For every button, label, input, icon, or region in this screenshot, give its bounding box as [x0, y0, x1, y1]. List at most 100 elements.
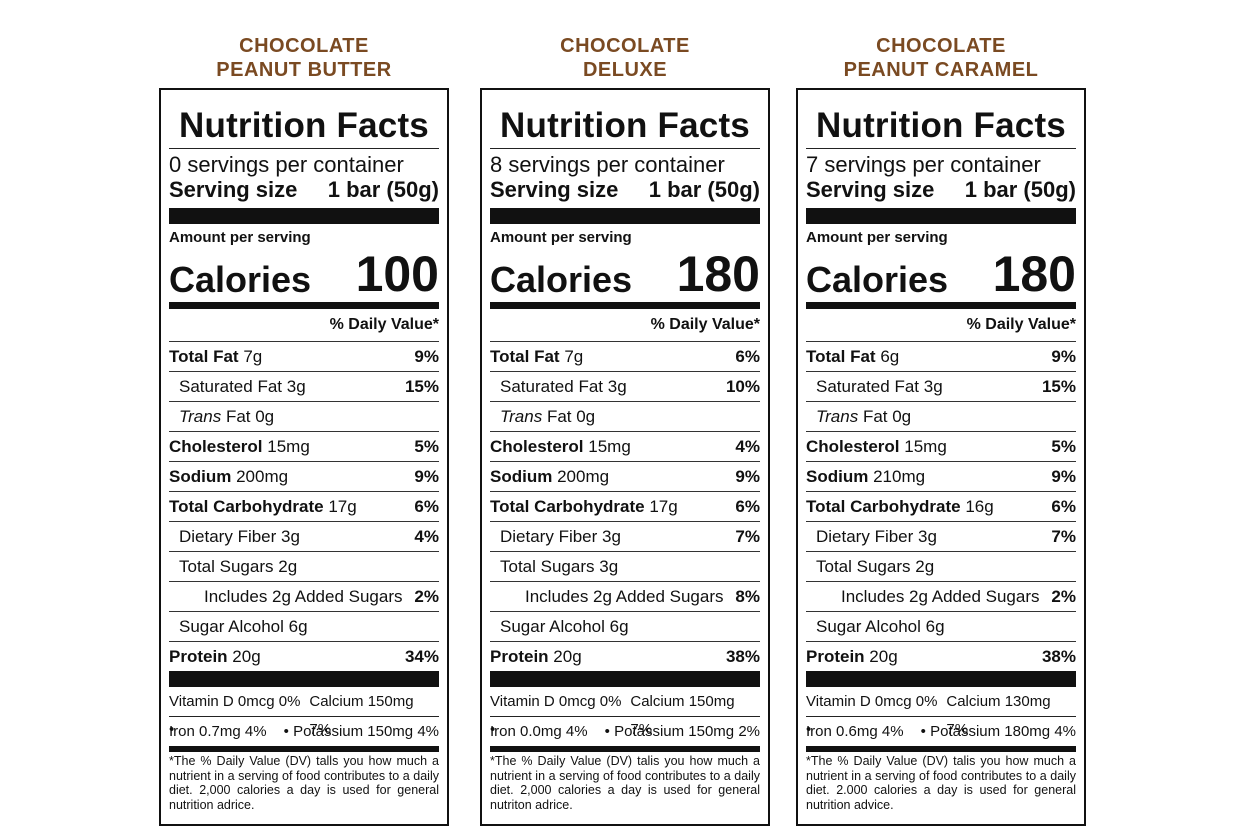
nutrient-label: Trans Fat 0g [500, 402, 595, 431]
nutrient-amount: 6g [609, 617, 629, 636]
vitamin-right: Calcium 150mg 7% [309, 693, 414, 738]
nutrient-row: Sodium 200mg 9% [490, 461, 760, 491]
nutrient-row: Dietary Fiber 3g 7% [490, 521, 760, 551]
nutrient-row: Protein 20g 38% [806, 641, 1076, 671]
nutrient-name: Total Sugars [179, 557, 274, 576]
nutrient-name: Total Fat [169, 347, 239, 366]
thick-divider [490, 671, 760, 687]
nutrient-row: Saturated Fat 3g 15% [169, 371, 439, 401]
nutrient-name: Includes 2g Added Sugars [204, 587, 403, 606]
footnote: *The % Daily Value (DV) talls you how mu… [169, 754, 439, 812]
nutrient-percent: 4% [735, 437, 760, 456]
vitamin-right: • Potassium 180mg 4% [920, 723, 1076, 740]
nutrient-percent: 6% [735, 497, 760, 516]
nutrient-label: Total Sugars 3g [500, 552, 618, 581]
nutrient-percent: 9% [1051, 347, 1076, 366]
daily-value-header: % Daily Value* [329, 316, 439, 333]
serving-size-row: Serving size 1 bar (50g) [169, 176, 439, 204]
nutrient-name: Dietary Fiber [179, 527, 277, 546]
nutrient-name: Sodium [806, 467, 869, 486]
label-title: Nutrition Facts [816, 106, 1066, 145]
nutrient-label: Protein 20g [169, 642, 261, 671]
nutrient-amount: 15mg [904, 437, 947, 456]
nutrient-amount: 3g [286, 377, 306, 396]
nutrient-row: Saturated Fat 3g 10% [490, 371, 760, 401]
calories-row: Calories 100 [169, 248, 439, 300]
calories-label: Calories [490, 259, 633, 300]
amount-per-serving: Amount per serving [806, 229, 948, 246]
nutrient-row: Total Sugars 3g [490, 551, 760, 581]
nutrient-label: Saturated Fat 3g [500, 372, 627, 401]
vitamin-left: Iron 0.7mg 4% [169, 723, 267, 740]
vitamin-row: Iron 0.7mg 4% • Potassium 150mg 4% [169, 718, 439, 746]
vitamin-row: Iron 0.6mg 4% • Potassium 180mg 4% [806, 718, 1076, 746]
vitamin-right: • Potassium 150mg 2% [604, 723, 760, 740]
nutrient-name: Sodium [490, 467, 553, 486]
vitamin-left: Iron 0.6mg 4% [806, 723, 904, 740]
nutrient-percent: 5% [414, 437, 439, 456]
thick-divider [490, 208, 760, 224]
vitamin-right: • Potassium 150mg 4% [283, 723, 439, 740]
nutrient-name: Total Fat [490, 347, 560, 366]
nutrient-label: Sodium 200mg [169, 462, 288, 491]
nutrient-label: Total Fat 7g [490, 342, 583, 371]
nutrient-label: Dietary Fiber 3g [500, 522, 621, 551]
medium-divider [490, 746, 760, 752]
serving-size-label: Serving size [490, 177, 619, 202]
nutrient-amount: 3g [607, 377, 627, 396]
footnote: *The % Daily Value (DV) talis you how mu… [806, 754, 1076, 812]
daily-value-header: % Daily Value* [650, 316, 760, 333]
calories-row: Calories 180 [490, 248, 760, 300]
nutrient-label: Total Fat 6g [806, 342, 899, 371]
nutrient-percent: 9% [735, 467, 760, 486]
nutrient-label: Total Fat 7g [169, 342, 262, 371]
nutrient-amount: 3g [923, 377, 943, 396]
nutrient-label: Sodium 200mg [490, 462, 609, 491]
nutrient-name: Protein [490, 647, 549, 666]
nutrient-label: Total Carbohydrate 16g [806, 492, 994, 521]
nutrient-amount: 3g [602, 527, 621, 546]
nutrient-percent: 6% [414, 497, 439, 516]
nutrient-label: Sugar Alcohol 6g [500, 612, 629, 641]
nutrient-percent: 9% [414, 347, 439, 366]
nutrient-amount: 6g [288, 617, 308, 636]
nutrient-row: Total Carbohydrate 17g 6% [169, 491, 439, 521]
vitamin-row: Vitamin D 0mcg 0% • Calcium 150mg 7% [169, 688, 439, 738]
nutrient-row: Cholesterol 15mg 5% [169, 431, 439, 461]
serving-size-label: Serving size [169, 177, 298, 202]
nutrient-row: Sugar Alcohol 6g [806, 611, 1076, 641]
nutrient-name: Trans [816, 407, 859, 426]
medium-divider [806, 746, 1076, 752]
nutrient-amount: 17g [328, 497, 357, 516]
nutrient-amount: 16g [965, 497, 994, 516]
nutrient-row: Total Fat 6g 9% [806, 341, 1076, 371]
nutrient-name: Total Fat [806, 347, 876, 366]
nutrient-row: Includes 2g Added Sugars 2% [169, 581, 439, 611]
nutrient-name: Includes 2g Added Sugars [525, 587, 724, 606]
vitamin-row: Vitamin D 0mcg 0% • Calcium 150mg 7% [490, 688, 760, 738]
nutrient-name: Total Sugars [500, 557, 595, 576]
nutrition-label: Nutrition Facts 8 servings per container S… [480, 88, 770, 826]
servings-per-container: 0 servings per container [169, 152, 404, 177]
nutrient-row: Trans Fat 0g [169, 401, 439, 431]
nutrient-row: Cholesterol 15mg 4% [490, 431, 760, 461]
vitamin-left: Iron 0.0mg 4% [490, 723, 588, 740]
nutrient-label: Total Sugars 2g [816, 552, 934, 581]
nutrient-label: Total Carbohydrate 17g [490, 492, 678, 521]
nutrient-percent: 2% [414, 587, 439, 606]
nutrient-amount: 15mg [588, 437, 631, 456]
thick-divider [806, 671, 1076, 687]
calories-row: Calories 180 [806, 248, 1076, 300]
daily-value-header: % Daily Value* [966, 316, 1076, 333]
nutrient-name: Protein [169, 647, 228, 666]
nutrient-label: Total Carbohydrate 17g [169, 492, 357, 521]
nutrient-name: Trans [179, 407, 222, 426]
nutrient-name: Saturated Fat [816, 377, 920, 396]
nutrient-amount: 6g [880, 347, 900, 366]
nutrient-name: Total Carbohydrate [169, 497, 324, 516]
nutrient-name: Dietary Fiber [500, 527, 598, 546]
nutrient-amount: 3g [918, 527, 937, 546]
nutrient-amount: 15mg [267, 437, 310, 456]
nutrient-label: Sugar Alcohol 6g [179, 612, 308, 641]
flavor-name: CHOCOLATE PEANUT BUTTER [216, 35, 392, 81]
